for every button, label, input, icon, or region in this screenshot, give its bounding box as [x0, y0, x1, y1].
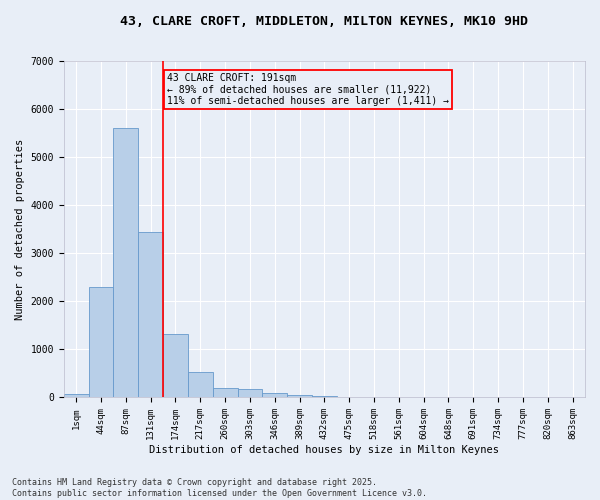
Text: Contains HM Land Registry data © Crown copyright and database right 2025.
Contai: Contains HM Land Registry data © Crown c…	[12, 478, 427, 498]
Title: 43, CLARE CROFT, MIDDLETON, MILTON KEYNES, MK10 9HD: 43, CLARE CROFT, MIDDLETON, MILTON KEYNE…	[121, 15, 529, 28]
Bar	[262, 392, 287, 398]
Bar	[138, 232, 163, 398]
Bar	[312, 396, 337, 398]
Bar	[212, 388, 238, 398]
Bar	[337, 396, 362, 398]
Bar	[89, 287, 113, 398]
Y-axis label: Number of detached properties: Number of detached properties	[15, 138, 25, 320]
Bar	[113, 128, 138, 398]
X-axis label: Distribution of detached houses by size in Milton Keynes: Distribution of detached houses by size …	[149, 445, 499, 455]
Bar	[287, 395, 312, 398]
Bar	[238, 390, 262, 398]
Text: 43 CLARE CROFT: 191sqm
← 89% of detached houses are smaller (11,922)
11% of semi: 43 CLARE CROFT: 191sqm ← 89% of detached…	[167, 73, 449, 106]
Bar	[188, 372, 212, 398]
Bar	[64, 394, 89, 398]
Bar	[163, 334, 188, 398]
